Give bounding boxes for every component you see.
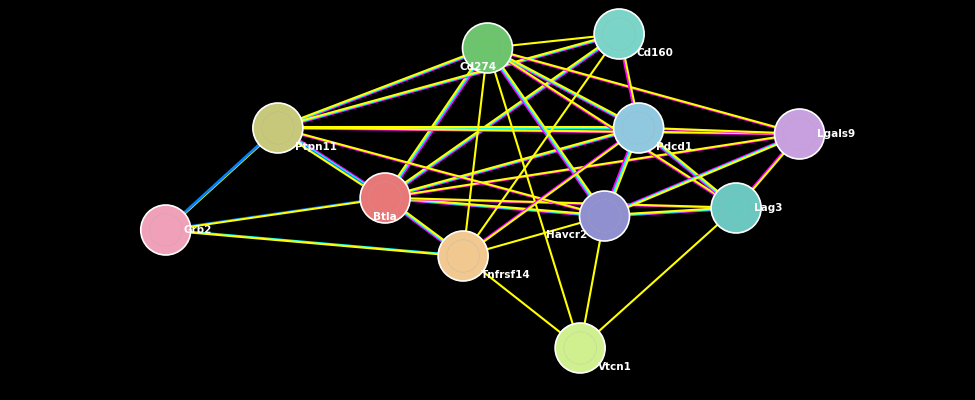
Ellipse shape bbox=[774, 109, 825, 159]
Ellipse shape bbox=[140, 205, 191, 255]
Ellipse shape bbox=[613, 103, 664, 153]
Ellipse shape bbox=[579, 191, 630, 241]
Text: Btla: Btla bbox=[373, 212, 397, 222]
Ellipse shape bbox=[783, 118, 816, 150]
Ellipse shape bbox=[471, 32, 504, 64]
Text: Grb2: Grb2 bbox=[183, 225, 212, 235]
Text: Lag3: Lag3 bbox=[754, 203, 782, 213]
Ellipse shape bbox=[447, 240, 480, 272]
Text: Lgals9: Lgals9 bbox=[817, 129, 855, 139]
Ellipse shape bbox=[149, 214, 182, 246]
Text: Cd274: Cd274 bbox=[459, 62, 496, 72]
Ellipse shape bbox=[720, 192, 753, 224]
Ellipse shape bbox=[588, 200, 621, 232]
Ellipse shape bbox=[564, 332, 597, 364]
Ellipse shape bbox=[594, 9, 644, 59]
Text: Vtcn1: Vtcn1 bbox=[598, 362, 632, 372]
Text: Havcr2: Havcr2 bbox=[546, 230, 587, 240]
Ellipse shape bbox=[462, 23, 513, 73]
Ellipse shape bbox=[261, 112, 294, 144]
Ellipse shape bbox=[555, 323, 605, 373]
Ellipse shape bbox=[622, 112, 655, 144]
Ellipse shape bbox=[369, 182, 402, 214]
Ellipse shape bbox=[438, 231, 488, 281]
Text: Ptpn11: Ptpn11 bbox=[295, 142, 337, 152]
Text: Cd160: Cd160 bbox=[637, 48, 674, 58]
Ellipse shape bbox=[360, 173, 410, 223]
Ellipse shape bbox=[253, 103, 303, 153]
Ellipse shape bbox=[603, 18, 636, 50]
Text: Pdcd1: Pdcd1 bbox=[656, 142, 692, 152]
Ellipse shape bbox=[711, 183, 761, 233]
Text: Tnfrsf14: Tnfrsf14 bbox=[481, 270, 530, 280]
